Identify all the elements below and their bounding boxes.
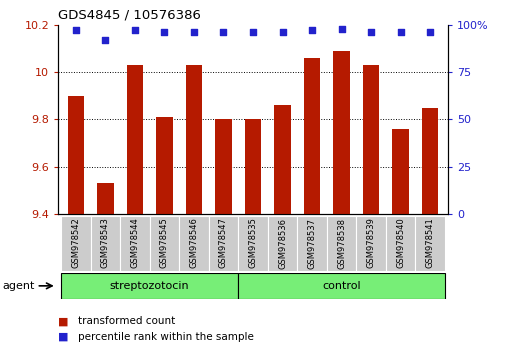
Text: percentile rank within the sample: percentile rank within the sample [78, 332, 254, 342]
Bar [385, 216, 415, 271]
Text: ■: ■ [58, 332, 69, 342]
Point [248, 29, 257, 35]
Bar [333, 51, 349, 214]
Text: transformed count: transformed count [78, 316, 175, 326]
Point [308, 28, 316, 33]
Bar [120, 216, 149, 271]
Bar [297, 216, 326, 271]
Text: GSM978547: GSM978547 [219, 218, 228, 268]
Text: agent: agent [3, 281, 35, 291]
Point [366, 29, 374, 35]
Text: GDS4845 / 10576386: GDS4845 / 10576386 [58, 9, 200, 22]
Bar [238, 273, 444, 299]
Point [72, 28, 80, 33]
Point [101, 37, 109, 43]
Bar [421, 108, 437, 214]
Bar [149, 216, 179, 271]
Text: streptozotocin: streptozotocin [110, 281, 189, 291]
Bar [267, 216, 296, 271]
Bar [244, 119, 261, 214]
Bar [274, 105, 290, 214]
Text: GSM978539: GSM978539 [366, 218, 375, 268]
Bar [97, 183, 113, 214]
Point [131, 28, 139, 33]
Text: GSM978537: GSM978537 [307, 218, 316, 269]
Bar [392, 129, 408, 214]
Point [278, 29, 286, 35]
Bar [179, 216, 208, 271]
Bar [215, 119, 231, 214]
Text: GSM978541: GSM978541 [425, 218, 434, 268]
Bar [415, 216, 444, 271]
Bar [208, 216, 238, 271]
Bar [61, 273, 238, 299]
Text: GSM978542: GSM978542 [71, 218, 80, 268]
Bar [185, 65, 201, 214]
Text: GSM978538: GSM978538 [336, 218, 345, 269]
Point [337, 26, 345, 32]
Text: GSM978543: GSM978543 [100, 218, 110, 268]
Bar [156, 117, 172, 214]
Point [396, 29, 404, 35]
Point [219, 29, 227, 35]
Text: GSM978544: GSM978544 [130, 218, 139, 268]
Bar [68, 96, 84, 214]
Point [425, 29, 433, 35]
Text: GSM978540: GSM978540 [395, 218, 405, 268]
Bar [238, 216, 267, 271]
Bar [362, 65, 378, 214]
Bar [326, 216, 356, 271]
Point [160, 29, 168, 35]
Text: GSM978546: GSM978546 [189, 218, 198, 268]
Text: GSM978535: GSM978535 [248, 218, 257, 268]
Text: GSM978536: GSM978536 [277, 218, 286, 269]
Text: GSM978545: GSM978545 [160, 218, 169, 268]
Bar [304, 58, 320, 214]
Text: ■: ■ [58, 316, 69, 326]
Bar [90, 216, 120, 271]
Text: control: control [322, 281, 360, 291]
Point [189, 29, 197, 35]
Bar [61, 216, 90, 271]
Bar [356, 216, 385, 271]
Bar [127, 65, 143, 214]
